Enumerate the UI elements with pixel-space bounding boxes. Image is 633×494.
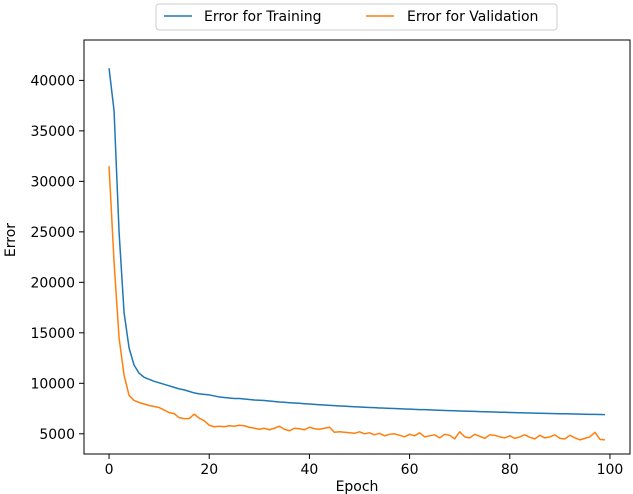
y-tick-label: 15000 — [30, 326, 75, 342]
legend-label-training: Error for Training — [204, 9, 322, 25]
plot-lines — [108, 68, 606, 441]
legend-box — [155, 3, 558, 31]
y-axis-label: Error — [3, 223, 19, 257]
y-axis: 5000 10000 15000 20000 25000 30000 35000 40000 — [30, 73, 84, 443]
x-tick-label: 0 — [105, 462, 114, 478]
x-axis: 0 20 40 60 80 100 — [105, 454, 624, 478]
x-tick-label: 100 — [597, 462, 624, 478]
x-tick-label: 20 — [200, 462, 218, 478]
y-tick-label: 30000 — [30, 174, 75, 190]
y-tick-label: 10000 — [30, 376, 75, 392]
series-line-training — [108, 68, 605, 416]
x-tick-label: 60 — [401, 462, 419, 478]
legend-label-validation: Error for Validation — [407, 9, 538, 25]
y-tick-label: 25000 — [30, 225, 75, 241]
y-tick-label: 40000 — [30, 73, 75, 89]
x-axis-label: Epoch — [336, 479, 379, 494]
y-tick-label: 20000 — [30, 275, 75, 291]
x-tick-label: 40 — [300, 462, 318, 478]
x-tick-label: 80 — [501, 462, 519, 478]
series-line-validation — [108, 166, 606, 441]
y-tick-label: 35000 — [30, 124, 75, 140]
plot-frame — [83, 39, 631, 455]
legend: Error for Training Error for Validation — [155, 3, 558, 31]
y-tick-label: 5000 — [39, 427, 75, 443]
